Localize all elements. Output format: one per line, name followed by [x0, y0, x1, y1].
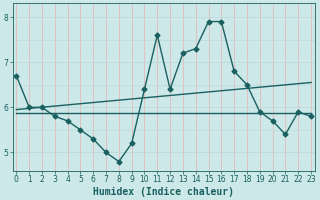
- X-axis label: Humidex (Indice chaleur): Humidex (Indice chaleur): [93, 186, 234, 197]
